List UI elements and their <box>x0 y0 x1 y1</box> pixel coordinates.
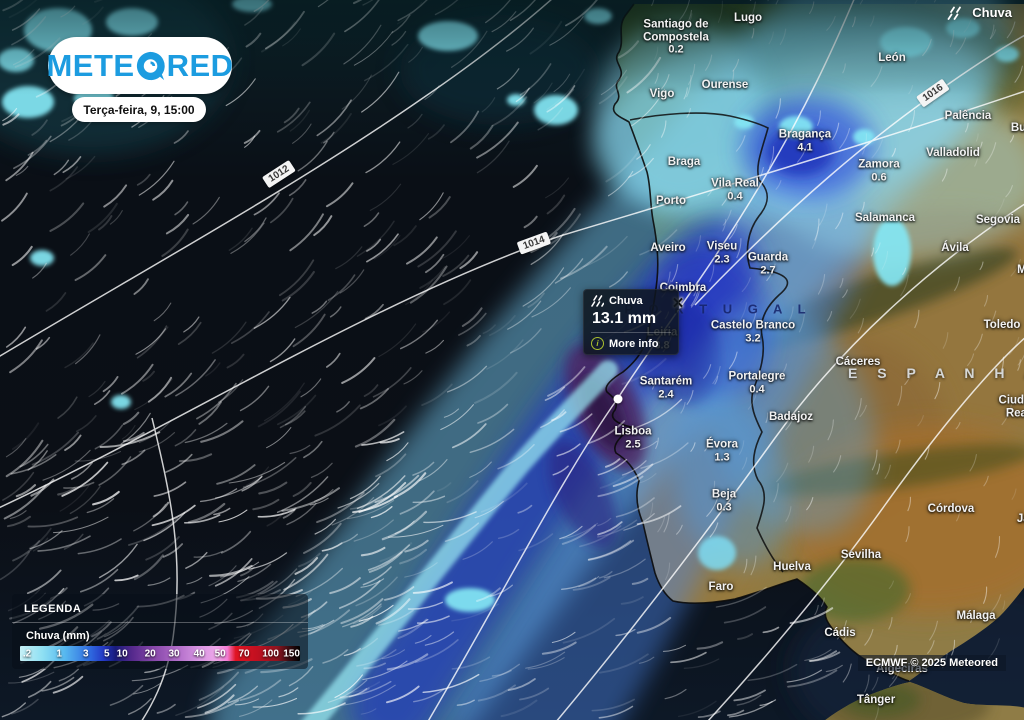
more-info-button[interactable]: i More info <box>591 337 671 350</box>
attribution: ECMWF © 2025 Meteored <box>857 655 1006 671</box>
legend-title: LEGENDA <box>12 594 308 623</box>
legend-tick: 20 <box>144 648 156 659</box>
legend-tick: 70 <box>238 648 250 659</box>
info-icon: i <box>591 337 604 350</box>
rain-icon <box>947 6 963 20</box>
legend-tick: 1 <box>56 648 62 659</box>
legend-tick: 3 <box>83 648 89 659</box>
legend-tick: 10 <box>116 648 128 659</box>
coastline <box>605 3 910 682</box>
selected-location-dot <box>613 394 623 404</box>
layer-toggle-label: Chuva <box>972 5 1012 20</box>
legend-panel: LEGENDA Chuva (mm) .2 1 3 5 10 20 30 40 50 70 100 1… <box>12 594 308 669</box>
legend-tick: 5 <box>104 648 110 659</box>
layer-toggle-chuva[interactable]: Chuva <box>947 5 1012 20</box>
more-info-label: More info <box>609 337 659 350</box>
portugal-spain-border <box>629 112 789 573</box>
legend-tick: 50 <box>214 648 226 659</box>
rain-icon <box>591 295 604 307</box>
tooltip-value: 13.1 mm <box>592 310 657 327</box>
legend-tick: 30 <box>168 648 180 659</box>
logo-text-left: METE <box>46 47 135 83</box>
legend-tick: 100 <box>262 648 279 659</box>
legend-tick: 40 <box>193 648 205 659</box>
legend-scale-label: Chuva (mm) <box>26 630 90 642</box>
meteored-logo[interactable]: METE RED <box>46 37 234 94</box>
legend-colorbar: .2 1 3 5 10 20 30 40 50 70 100 150 <box>20 646 300 661</box>
legend-tick: 150 <box>283 648 300 659</box>
tooltip-divider <box>591 332 671 333</box>
legend-tick: .2 <box>22 648 32 659</box>
datetime-label: Terça-feira, 9, 15:00 <box>72 97 206 122</box>
meteored-bubble-icon <box>136 51 166 81</box>
logo-text-right: RED <box>166 47 234 83</box>
tooltip-layer-label: Chuva <box>609 295 643 307</box>
map-tooltip: Chuva 13.1 mm i More info <box>583 289 679 355</box>
